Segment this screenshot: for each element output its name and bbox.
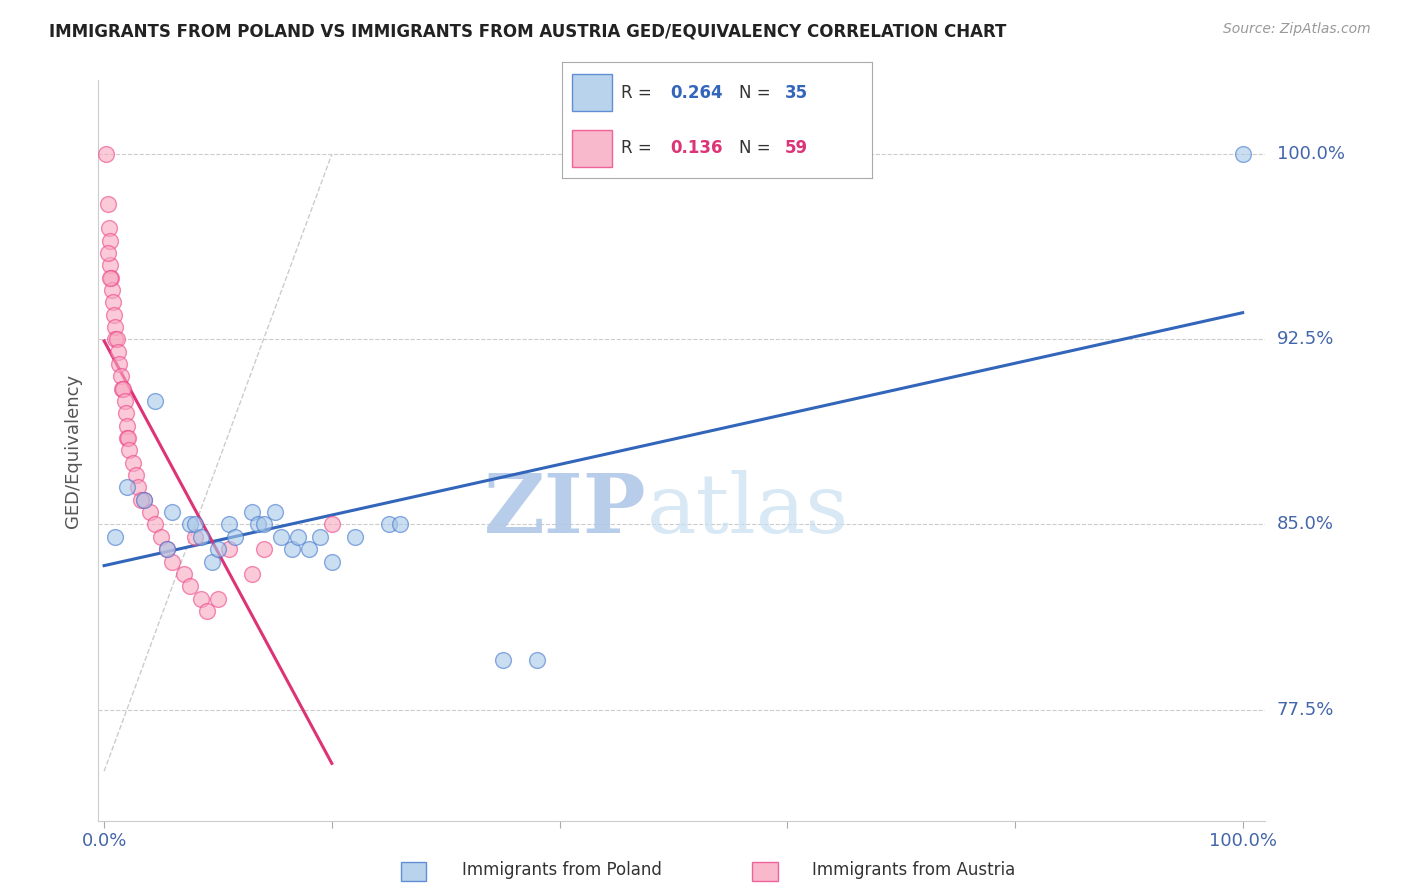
Text: N =: N =: [738, 84, 776, 102]
Point: [1232, 147, 1254, 161]
Point: [111, 382, 134, 396]
Point: [108, 357, 131, 371]
Point: [287, 530, 309, 544]
Point: [105, 332, 128, 346]
Point: [115, 418, 138, 433]
Point: [98, 258, 121, 272]
Point: [125, 468, 148, 483]
Point: [115, 480, 138, 494]
Text: Immigrants from Poland: Immigrants from Poland: [463, 861, 662, 879]
Text: Source: ZipAtlas.com: Source: ZipAtlas.com: [1223, 22, 1371, 37]
Point: [207, 542, 229, 557]
Point: [101, 283, 124, 297]
Point: [96, 196, 118, 211]
Point: [179, 517, 201, 532]
Point: [114, 394, 136, 409]
Point: [118, 443, 141, 458]
Text: R =: R =: [621, 139, 657, 157]
Point: [246, 517, 269, 532]
Point: [207, 591, 229, 606]
Text: 100.0%: 100.0%: [1277, 145, 1344, 163]
Text: 59: 59: [785, 139, 808, 157]
Point: [98, 234, 121, 248]
Point: [104, 320, 127, 334]
Point: [224, 530, 246, 544]
Point: [343, 530, 366, 544]
Point: [132, 492, 155, 507]
Text: 85.0%: 85.0%: [1277, 516, 1333, 533]
Point: [321, 554, 343, 568]
Point: [190, 591, 212, 606]
Text: atlas: atlas: [647, 470, 849, 549]
Point: [240, 566, 263, 581]
Point: [173, 566, 195, 581]
Text: 0.136: 0.136: [671, 139, 723, 157]
Point: [321, 517, 343, 532]
Point: [298, 542, 321, 557]
Point: [104, 332, 127, 346]
Text: IMMIGRANTS FROM POLAND VS IMMIGRANTS FROM AUSTRIA GED/EQUIVALENCY CORRELATION CH: IMMIGRANTS FROM POLAND VS IMMIGRANTS FRO…: [49, 22, 1007, 40]
Text: 0.264: 0.264: [671, 84, 723, 102]
Point: [264, 505, 287, 519]
Point: [162, 554, 184, 568]
Point: [526, 653, 548, 667]
Point: [104, 530, 127, 544]
Point: [117, 431, 139, 445]
Point: [252, 517, 274, 532]
Point: [121, 456, 143, 470]
Point: [309, 530, 332, 544]
Text: Immigrants from Austria: Immigrants from Austria: [813, 861, 1015, 879]
Point: [184, 517, 207, 532]
Point: [195, 604, 218, 618]
Point: [491, 653, 513, 667]
FancyBboxPatch shape: [572, 74, 612, 112]
Point: [112, 382, 135, 396]
Point: [103, 308, 125, 322]
Point: [377, 517, 399, 532]
FancyBboxPatch shape: [572, 129, 612, 167]
Point: [179, 579, 201, 593]
Text: N =: N =: [738, 139, 776, 157]
Point: [127, 480, 149, 494]
Point: [143, 394, 166, 409]
Point: [110, 369, 132, 384]
Point: [270, 530, 292, 544]
Text: R =: R =: [621, 84, 657, 102]
Point: [103, 295, 125, 310]
Point: [162, 505, 184, 519]
Point: [252, 542, 274, 557]
Point: [96, 147, 118, 161]
Text: 77.5%: 77.5%: [1277, 700, 1334, 719]
Point: [138, 505, 160, 519]
Point: [156, 542, 179, 557]
Point: [150, 530, 173, 544]
Point: [97, 246, 120, 260]
Text: 35: 35: [785, 84, 808, 102]
Point: [143, 517, 166, 532]
Point: [218, 517, 240, 532]
Text: ZIP: ZIP: [484, 470, 647, 549]
Point: [115, 431, 138, 445]
Point: [218, 542, 240, 557]
Point: [184, 530, 207, 544]
Point: [201, 554, 224, 568]
Y-axis label: GED/Equivalency: GED/Equivalency: [65, 374, 83, 527]
Point: [129, 492, 152, 507]
Point: [114, 406, 136, 420]
Point: [100, 270, 122, 285]
Point: [132, 492, 155, 507]
Point: [389, 517, 412, 532]
Point: [100, 270, 122, 285]
Point: [190, 530, 212, 544]
Point: [156, 542, 179, 557]
Point: [240, 505, 263, 519]
Text: 92.5%: 92.5%: [1277, 330, 1334, 349]
Point: [281, 542, 304, 557]
Point: [97, 221, 120, 235]
Point: [107, 344, 129, 359]
